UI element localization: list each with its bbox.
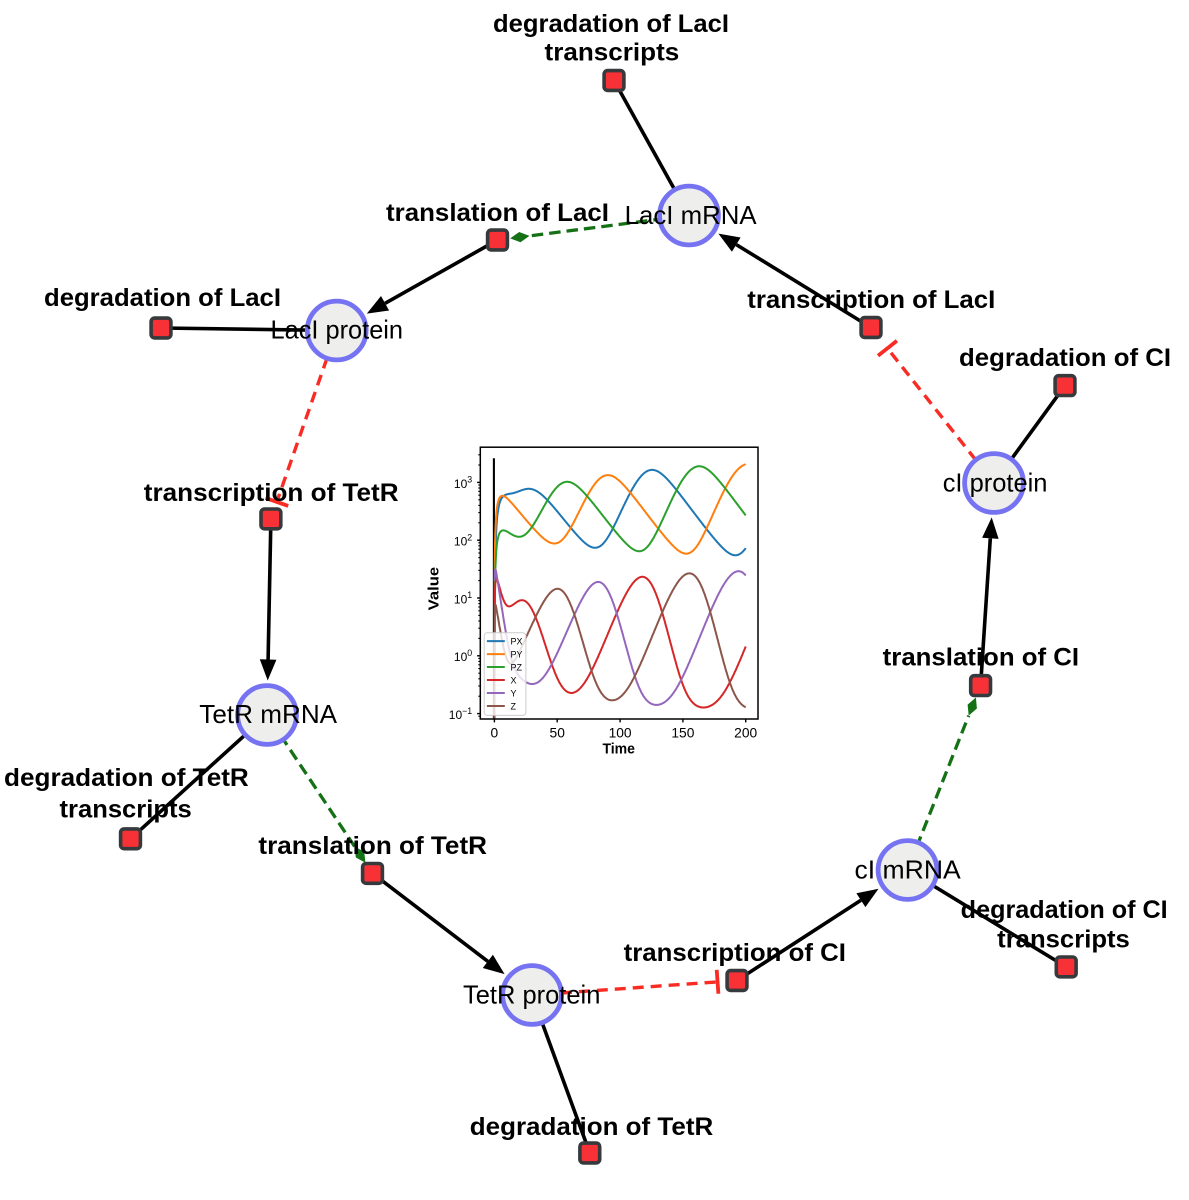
- svg-text:50: 50: [550, 725, 566, 740]
- svg-text:transcripts: transcripts: [60, 795, 192, 823]
- svg-text:150: 150: [671, 725, 694, 740]
- svg-text:0: 0: [491, 725, 499, 740]
- svg-text:200: 200: [734, 725, 757, 740]
- svg-text:LacI mRNA: LacI mRNA: [625, 200, 758, 230]
- svg-text:degradation of TetR: degradation of TetR: [4, 764, 249, 792]
- svg-text:X: X: [511, 675, 517, 685]
- svg-text:degradation of TetR: degradation of TetR: [470, 1113, 714, 1141]
- svg-text:Z: Z: [511, 701, 517, 711]
- svg-text:Y: Y: [511, 688, 517, 698]
- svg-text:PZ: PZ: [511, 662, 523, 672]
- svg-text:transcription of TetR: transcription of TetR: [144, 479, 399, 507]
- svg-text:Time: Time: [602, 741, 635, 758]
- svg-text:translation of LacI: translation of LacI: [386, 199, 609, 227]
- svg-text:degradation of LacI: degradation of LacI: [44, 284, 281, 312]
- svg-text:PY: PY: [511, 650, 523, 660]
- svg-text:TetR protein: TetR protein: [463, 980, 600, 1010]
- svg-text:cI protein: cI protein: [943, 467, 1048, 497]
- svg-text:transcripts: transcripts: [997, 925, 1130, 953]
- svg-text:100: 100: [609, 725, 632, 740]
- svg-text:translation of TetR: translation of TetR: [258, 832, 487, 860]
- svg-text:TetR mRNA: TetR mRNA: [199, 699, 337, 729]
- svg-text:transcription of LacI: transcription of LacI: [747, 286, 995, 314]
- svg-text:translation of CI: translation of CI: [883, 644, 1079, 672]
- svg-text:degradation of LacI: degradation of LacI: [493, 10, 729, 38]
- svg-text:degradation of CI: degradation of CI: [959, 344, 1171, 372]
- svg-text:cI mRNA: cI mRNA: [855, 855, 962, 885]
- svg-text:Value: Value: [426, 567, 443, 611]
- svg-text:degradation of CI: degradation of CI: [961, 896, 1168, 924]
- svg-text:LacI protein: LacI protein: [271, 315, 404, 345]
- svg-text:transcription of CI: transcription of CI: [624, 939, 846, 967]
- svg-text:transcripts: transcripts: [545, 39, 680, 67]
- svg-text:PX: PX: [511, 637, 523, 647]
